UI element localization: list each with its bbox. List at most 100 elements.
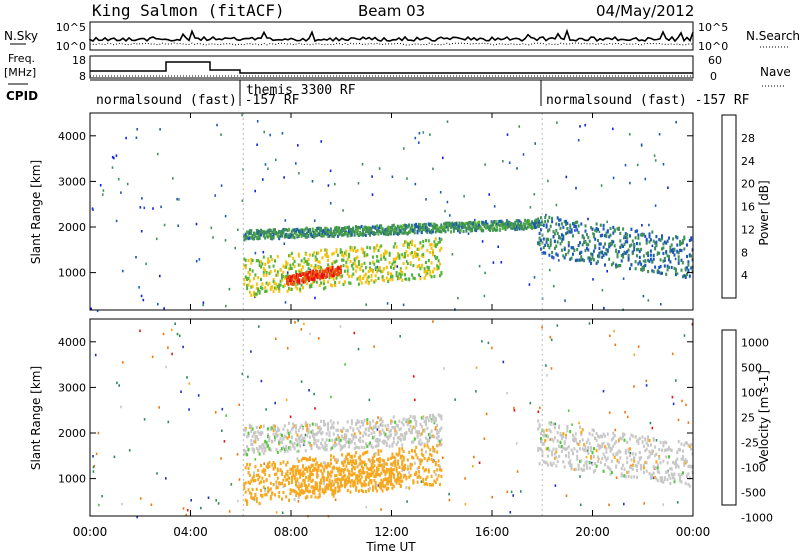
- power-cell: [268, 234, 271, 238]
- power-cell: [570, 256, 573, 260]
- velocity-cell: [613, 434, 616, 438]
- velocity-cell: [253, 496, 255, 500]
- power-cell: [334, 268, 337, 272]
- power-cell: [597, 254, 599, 258]
- velocity-speckle: [165, 365, 167, 369]
- power-cell: [492, 223, 494, 227]
- velocity-cell: [290, 477, 293, 481]
- velocity-cell: [439, 439, 441, 443]
- velocity-cell: [315, 444, 318, 448]
- power-cell: [645, 251, 648, 256]
- velocity-cell: [391, 425, 394, 430]
- power-cell: [321, 269, 324, 273]
- power-cell: [529, 222, 532, 226]
- velocity-cell: [279, 449, 282, 453]
- velocity-cell: [362, 452, 365, 456]
- velocity-speckle: [598, 457, 600, 461]
- power-cell: [251, 258, 254, 262]
- power-cell: [244, 275, 247, 279]
- velocity-cell: [359, 425, 362, 429]
- velocity-cell: [583, 448, 586, 452]
- power-cell: [405, 224, 408, 228]
- velocity-cell: [276, 428, 279, 433]
- power-speckle: [492, 261, 495, 264]
- power-cell: [413, 227, 416, 231]
- velocity-cell: [638, 450, 641, 455]
- velocity-speckle: [357, 347, 360, 351]
- velocity-cell: [624, 448, 627, 453]
- power-speckle: [404, 277, 406, 281]
- power-cell: [419, 223, 422, 227]
- velocity-cell: [651, 475, 654, 479]
- velocity-cell: [279, 461, 282, 466]
- power-speckle: [497, 245, 499, 248]
- velocity-cell: [556, 431, 559, 435]
- power-cell: [329, 227, 332, 231]
- velocity-speckle: [554, 484, 557, 487]
- velocity-speckle: [186, 508, 189, 512]
- velocity-cell: [279, 482, 282, 486]
- velocity-cell: [362, 461, 365, 465]
- power-cell: [659, 264, 662, 269]
- power-cell: [308, 229, 311, 233]
- power-ytick-label: 2000: [58, 221, 86, 234]
- velocity-cell: [356, 445, 359, 450]
- power-cell: [475, 223, 478, 227]
- velocity-cell: [594, 436, 597, 440]
- velocity-cell: [269, 487, 272, 491]
- power-cell: [301, 278, 304, 282]
- velocity-cell: [339, 428, 342, 432]
- velocity-cell: [348, 445, 351, 449]
- power-cell: [545, 225, 548, 229]
- velocity-speckle: [481, 340, 483, 343]
- velocity-cell: [597, 434, 599, 438]
- power-speckle: [648, 223, 650, 227]
- power-cell: [473, 220, 476, 225]
- velocity-cell: [560, 449, 563, 454]
- power-cell: [431, 224, 434, 228]
- velocity-cell: [388, 475, 391, 479]
- power-cell: [480, 229, 483, 233]
- power-cell: [680, 249, 683, 253]
- power-cell: [405, 231, 408, 235]
- velocity-speckle: [214, 411, 217, 414]
- velocity-cell: [545, 447, 548, 451]
- power-cell: [455, 226, 458, 230]
- power-cell: [288, 233, 290, 237]
- velocity-cell: [545, 461, 548, 465]
- velocity-cell: [629, 453, 631, 458]
- power-cell: [387, 232, 390, 237]
- power-cell: [265, 281, 268, 285]
- power-cell: [647, 251, 650, 255]
- power-cell: [426, 269, 429, 273]
- velocity-cell: [300, 472, 303, 476]
- velocity-cell: [296, 491, 299, 495]
- velocity-speckle: [509, 511, 512, 514]
- power-cell: [677, 255, 680, 259]
- velocity-cell: [346, 428, 349, 433]
- power-cell: [339, 269, 342, 274]
- velocity-cell: [272, 466, 275, 470]
- nave-label: Nave: [760, 65, 791, 79]
- power-cell: [517, 222, 520, 226]
- power-cell: [401, 226, 404, 230]
- power-cell: [397, 275, 399, 279]
- velocity-speckle: [304, 433, 307, 437]
- velocity-speckle: [579, 503, 582, 507]
- velocity-speckle: [520, 490, 522, 493]
- power-cell: [282, 231, 285, 235]
- velocity-cell: [419, 422, 422, 426]
- velocity-cell: [592, 447, 595, 451]
- velocity-cell: [574, 467, 577, 472]
- power-cell: [612, 225, 615, 229]
- velocity-cell: [665, 470, 668, 474]
- power-cell: [638, 249, 641, 253]
- power-cell: [248, 268, 251, 272]
- velocity-cell: [260, 463, 262, 468]
- power-speckle: [446, 200, 449, 204]
- velocity-cell: [604, 434, 606, 438]
- power-cell: [298, 281, 301, 285]
- velocity-cell: [346, 468, 349, 472]
- power-cell: [427, 222, 430, 226]
- velocity-cell: [636, 464, 638, 468]
